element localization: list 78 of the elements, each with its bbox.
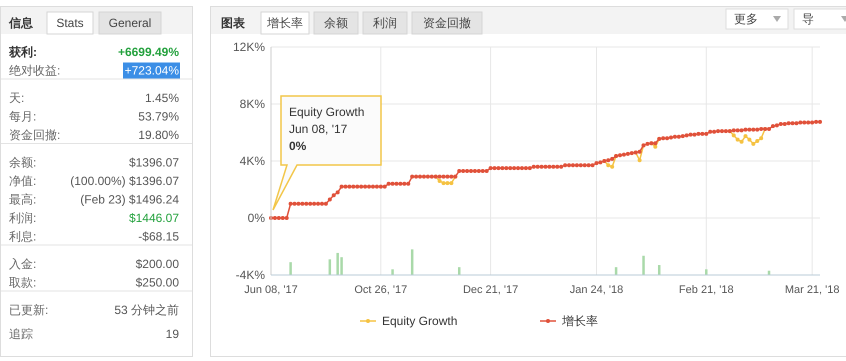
text: 利息:	[9, 230, 36, 244]
bar	[458, 267, 460, 275]
point	[445, 181, 450, 186]
text: 每月:	[9, 110, 36, 124]
text: 增长率	[266, 16, 303, 30]
bar	[768, 270, 770, 275]
text: $250.00	[136, 276, 180, 290]
text: 入金:	[9, 257, 36, 271]
text: 53 分钟之前	[114, 303, 179, 317]
y-tick-label: 12K%	[232, 40, 266, 54]
y-tick-label: 0%	[248, 210, 266, 225]
text: General	[108, 16, 152, 30]
text: (100.00%) $1396.07	[70, 174, 180, 188]
point	[755, 139, 760, 144]
point	[740, 140, 744, 144]
point	[638, 158, 642, 162]
bar	[289, 262, 292, 275]
x-tick-label: Feb 21, '18	[678, 284, 734, 296]
text: 19.80%	[138, 128, 180, 142]
text: 获利:	[8, 45, 37, 59]
bar	[340, 257, 343, 275]
text: Stats	[56, 16, 84, 30]
x-tick-label: Mar 21, '18	[784, 284, 840, 296]
x-tick-label: Jun 08, '17	[244, 284, 298, 296]
point	[438, 178, 442, 183]
point	[449, 181, 454, 186]
point	[743, 134, 748, 138]
text: $200.00	[136, 257, 180, 271]
bar	[614, 267, 618, 275]
text: 最高:	[9, 192, 36, 206]
y-tick-label: 4K%	[240, 154, 266, 168]
text: 资金回撤:	[9, 128, 60, 142]
text: -$68.15	[138, 230, 180, 244]
point	[610, 164, 614, 169]
point	[606, 163, 610, 168]
text: +6699.49%	[118, 45, 180, 59]
point	[736, 138, 740, 142]
text: 信息	[8, 16, 34, 30]
legend-label: 增长率	[561, 314, 598, 328]
x-tick-label: Jan 24, '18	[570, 284, 624, 296]
text: 资金回撤	[423, 16, 471, 30]
point	[759, 136, 764, 140]
text: 更多	[734, 12, 758, 26]
bar	[336, 252, 339, 275]
text: 天:	[9, 91, 24, 105]
point	[442, 181, 446, 186]
y-tick-label: 8K%	[240, 96, 266, 111]
point	[653, 144, 658, 149]
text: 利润:	[9, 211, 36, 225]
text: 取款:	[9, 276, 36, 290]
text: 追踪	[9, 327, 33, 341]
bar	[410, 249, 414, 275]
y-tick-label: -4K%	[236, 268, 266, 282]
legend-label: Equity Growth	[382, 314, 458, 328]
text: 1.45%	[144, 91, 180, 105]
text: 53.79%	[138, 110, 180, 124]
text: 19	[166, 327, 180, 341]
text: 余额:	[9, 156, 36, 170]
bar	[658, 265, 660, 275]
x-tick-label: Oct 26, '17	[354, 284, 408, 296]
bar	[642, 256, 645, 275]
point	[747, 138, 752, 142]
text: 导	[802, 12, 814, 26]
text: (Feb 23) $1496.24	[80, 192, 180, 206]
annotation: Equity Growth Jun 08, '17 0%	[289, 105, 364, 153]
chart-title: 图表	[221, 16, 246, 30]
text: 净值:	[9, 174, 36, 188]
text: 余额	[324, 16, 348, 30]
text: 已更新:	[9, 303, 48, 317]
text: 利润	[373, 16, 397, 30]
text: +723.04%	[124, 64, 180, 78]
point	[732, 133, 736, 138]
text: $1396.07	[128, 156, 180, 170]
point	[751, 142, 756, 146]
x-tick-label: Dec 21, '17	[462, 284, 518, 296]
bar	[328, 259, 332, 275]
text: 绝对收益:	[9, 64, 60, 78]
text: $1446.07	[128, 211, 180, 225]
